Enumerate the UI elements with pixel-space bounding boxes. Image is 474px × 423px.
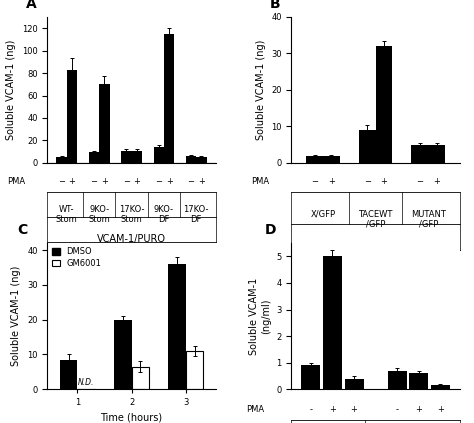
Bar (164, 34, 174, 163)
Text: 17KO-
DF: 17KO- DF (183, 205, 209, 224)
Bar (114, 320, 132, 389)
Text: 9KO-
DF: 9KO- DF (154, 205, 174, 224)
Text: −: − (123, 177, 130, 187)
Bar (186, 156, 196, 163)
Text: −: − (58, 177, 65, 187)
X-axis label: Time (hours): Time (hours) (100, 413, 163, 423)
Text: 17KO-
Stom: 17KO- Stom (119, 205, 144, 224)
Text: PMA: PMA (8, 177, 26, 187)
Text: −: − (155, 177, 162, 187)
Text: +: + (433, 177, 440, 187)
Text: WT-
Stom: WT- Stom (56, 205, 78, 224)
Y-axis label: Soluble VCAM-1 (ng): Soluble VCAM-1 (ng) (11, 266, 21, 366)
Bar (132, 151, 142, 163)
Bar (154, 147, 164, 163)
Text: B: B (270, 0, 280, 11)
Bar (301, 365, 320, 389)
Text: +: + (437, 405, 444, 414)
Text: PMA: PMA (246, 405, 264, 414)
Text: C: C (17, 223, 27, 237)
Bar (168, 264, 186, 389)
Text: +: + (69, 177, 75, 187)
Bar (428, 145, 445, 163)
Text: 9KO-
Stom: 9KO- Stom (88, 205, 110, 224)
Bar (375, 46, 392, 163)
Text: PMA: PMA (251, 177, 270, 187)
Y-axis label: Soluble VCAM-1 (ng): Soluble VCAM-1 (ng) (255, 40, 265, 140)
Text: −: − (311, 177, 318, 187)
Bar (56, 157, 67, 163)
Text: -: - (310, 405, 312, 414)
Bar (99, 84, 109, 163)
Text: D: D (264, 223, 276, 237)
Y-axis label: Soluble VCAM-1 (ng): Soluble VCAM-1 (ng) (6, 40, 17, 140)
Bar (306, 156, 323, 163)
Bar (132, 367, 149, 389)
Text: -: - (396, 405, 399, 414)
Text: −: − (416, 177, 423, 187)
Text: +: + (329, 405, 336, 414)
Bar (67, 70, 77, 163)
Text: VCAM-1/PURO: VCAM-1/PURO (341, 243, 410, 253)
Bar (89, 152, 99, 163)
Bar (323, 156, 340, 163)
Bar (388, 371, 407, 389)
Bar (60, 360, 77, 389)
Legend: DMSO, GM6001: DMSO, GM6001 (52, 247, 101, 268)
Bar (186, 351, 203, 389)
Bar (359, 130, 375, 163)
Text: +: + (166, 177, 173, 187)
Text: X/GFP: X/GFP (310, 210, 336, 219)
Bar (121, 151, 132, 163)
Text: −: − (91, 177, 98, 187)
Text: N.D.: N.D. (78, 378, 94, 387)
Y-axis label: Soluble VCAM-1
(ng/ml): Soluble VCAM-1 (ng/ml) (249, 277, 271, 355)
Text: +: + (101, 177, 108, 187)
Text: A: A (26, 0, 36, 11)
Bar (411, 145, 428, 163)
Bar (323, 256, 342, 389)
Bar (196, 157, 207, 163)
Text: +: + (328, 177, 335, 187)
Text: VCAM-1/PURO: VCAM-1/PURO (97, 234, 166, 244)
Bar (409, 373, 428, 389)
Bar (431, 385, 450, 389)
Text: +: + (351, 405, 357, 414)
Text: −: − (188, 177, 195, 187)
Text: +: + (415, 405, 422, 414)
Text: +: + (133, 177, 140, 187)
Text: +: + (381, 177, 387, 187)
Bar (345, 379, 364, 389)
Text: −: − (364, 177, 371, 187)
Text: +: + (198, 177, 205, 187)
Text: TACEWT
/GFP: TACEWT /GFP (358, 210, 393, 228)
Text: MUTANT
/GFP: MUTANT /GFP (411, 210, 446, 228)
